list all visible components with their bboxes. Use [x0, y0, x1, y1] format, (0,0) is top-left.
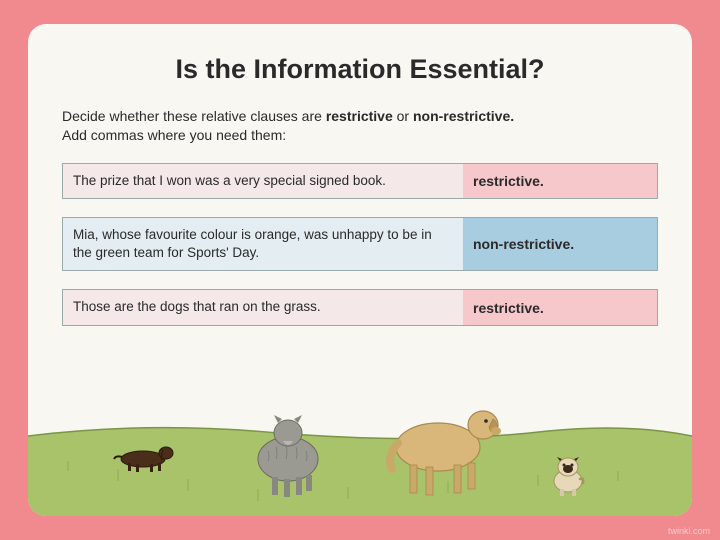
sentence-cell: Those are the dogs that ran on the grass… — [63, 290, 463, 324]
content-card: Is the Information Essential? Decide whe… — [28, 24, 692, 516]
answer-cell: restrictive. — [463, 164, 657, 198]
watermark-text: twinkl.com — [668, 526, 710, 536]
page-title: Is the Information Essential? — [62, 54, 658, 85]
exercise-row: Those are the dogs that ran on the grass… — [62, 289, 658, 325]
answer-cell: restrictive. — [463, 290, 657, 324]
instructions-part: or — [393, 108, 413, 124]
instructions-line2: Add commas where you need them: — [62, 127, 286, 143]
sentence-cell: Mia, whose favourite colour is orange, w… — [63, 218, 463, 270]
instructions-bold: restrictive — [326, 108, 393, 124]
instructions-text: Decide whether these relative clauses ar… — [62, 107, 658, 145]
instructions-part: Decide whether these relative clauses ar… — [62, 108, 326, 124]
sentence-cell: The prize that I won was a very special … — [63, 164, 463, 198]
dogs-illustration — [28, 381, 692, 516]
answer-cell: non-restrictive. — [463, 218, 657, 270]
exercise-row: Mia, whose favourite colour is orange, w… — [62, 217, 658, 271]
exercise-row: The prize that I won was a very special … — [62, 163, 658, 199]
instructions-bold: non-restrictive. — [413, 108, 514, 124]
